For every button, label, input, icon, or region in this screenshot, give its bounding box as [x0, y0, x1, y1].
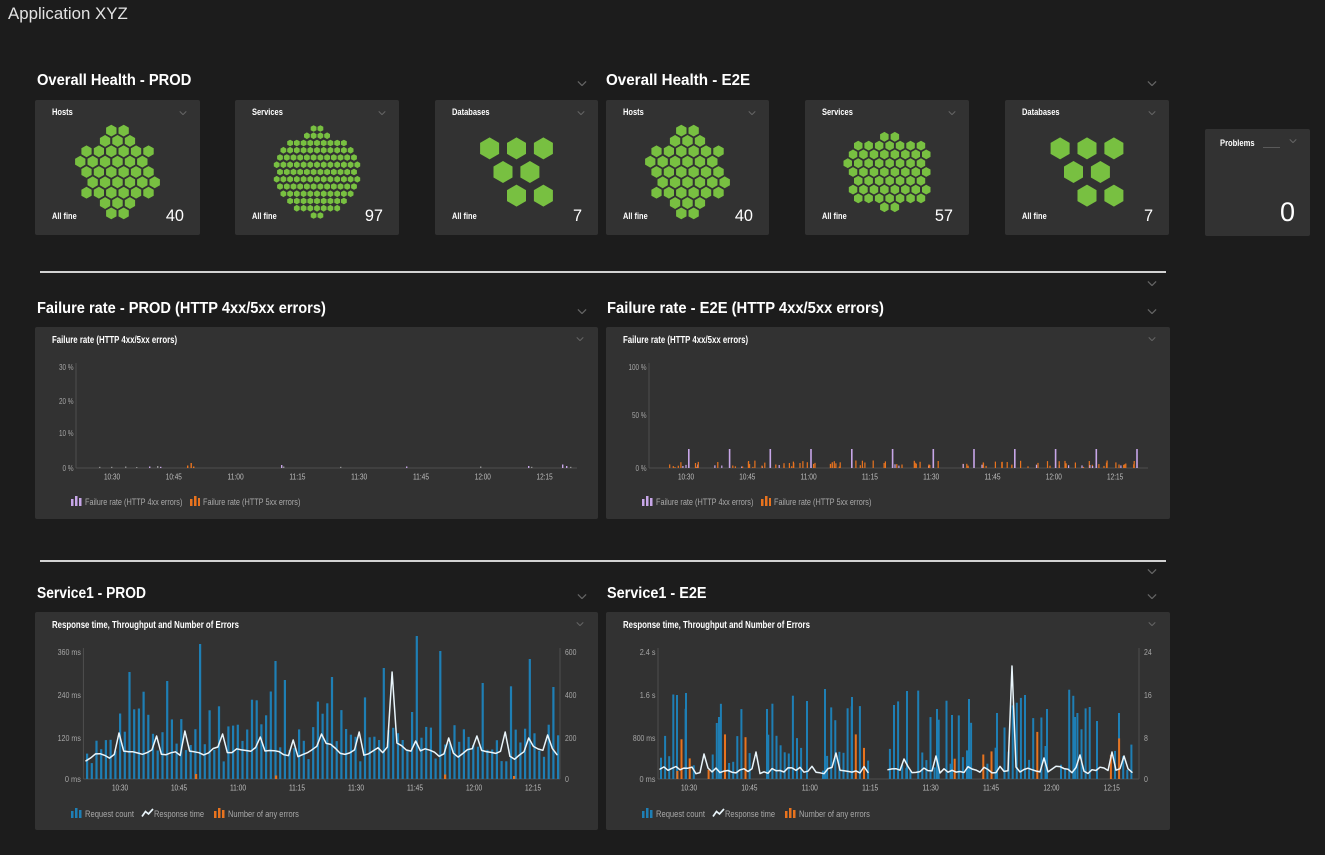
svg-text:12:00: 12:00: [466, 783, 482, 793]
svg-text:10:30: 10:30: [112, 783, 128, 793]
svg-text:0 ms: 0 ms: [640, 774, 656, 784]
svg-text:11:00: 11:00: [230, 783, 246, 793]
svg-text:0 %: 0 %: [63, 463, 74, 473]
svg-text:400: 400: [565, 690, 577, 700]
svg-text:11:45: 11:45: [407, 783, 423, 793]
svg-text:10 %: 10 %: [59, 428, 74, 438]
svg-text:360 ms: 360 ms: [58, 647, 81, 657]
svg-text:11:30: 11:30: [923, 783, 939, 793]
svg-text:12:00: 12:00: [475, 472, 491, 482]
svg-text:10:45: 10:45: [741, 783, 757, 793]
svg-text:11:15: 11:15: [289, 783, 305, 793]
svg-text:1.6 s: 1.6 s: [640, 690, 656, 700]
svg-text:0: 0: [565, 774, 569, 784]
svg-text:8: 8: [1144, 733, 1148, 743]
svg-text:12:00: 12:00: [1043, 783, 1059, 793]
svg-text:10:45: 10:45: [166, 472, 182, 482]
svg-text:11:15: 11:15: [862, 472, 878, 482]
svg-text:11:45: 11:45: [413, 472, 429, 482]
svg-text:0: 0: [1144, 774, 1148, 784]
svg-text:20 %: 20 %: [59, 396, 74, 406]
svg-text:0 %: 0 %: [636, 463, 647, 473]
svg-text:12:15: 12:15: [525, 783, 541, 793]
svg-text:50 %: 50 %: [632, 410, 647, 420]
svg-text:11:15: 11:15: [862, 783, 878, 793]
svg-text:10:45: 10:45: [171, 783, 187, 793]
svg-text:11:15: 11:15: [289, 472, 305, 482]
svg-text:24: 24: [1144, 647, 1152, 657]
svg-text:16: 16: [1144, 690, 1152, 700]
svg-text:10:30: 10:30: [681, 783, 697, 793]
svg-text:11:30: 11:30: [351, 472, 367, 482]
svg-text:11:00: 11:00: [801, 472, 817, 482]
svg-text:0 ms: 0 ms: [65, 774, 81, 784]
svg-text:12:15: 12:15: [1107, 472, 1123, 482]
svg-text:100 %: 100 %: [629, 362, 647, 372]
svg-text:120 ms: 120 ms: [58, 733, 81, 743]
svg-text:240 ms: 240 ms: [58, 690, 81, 700]
svg-text:11:00: 11:00: [802, 783, 818, 793]
svg-text:12:00: 12:00: [1046, 472, 1062, 482]
svg-text:11:45: 11:45: [984, 472, 1000, 482]
svg-text:10:30: 10:30: [104, 472, 120, 482]
svg-text:11:30: 11:30: [348, 783, 364, 793]
svg-text:12:15: 12:15: [537, 472, 553, 482]
svg-text:30 %: 30 %: [59, 362, 74, 372]
svg-text:600: 600: [565, 647, 577, 657]
svg-text:11:00: 11:00: [228, 472, 244, 482]
svg-text:2.4 s: 2.4 s: [640, 647, 656, 657]
svg-text:800 ms: 800 ms: [633, 733, 656, 743]
svg-text:12:15: 12:15: [1104, 783, 1120, 793]
svg-text:11:45: 11:45: [983, 783, 999, 793]
svg-text:11:30: 11:30: [923, 472, 939, 482]
svg-text:10:45: 10:45: [739, 472, 755, 482]
svg-text:200: 200: [565, 733, 577, 743]
svg-text:10:30: 10:30: [678, 472, 694, 482]
